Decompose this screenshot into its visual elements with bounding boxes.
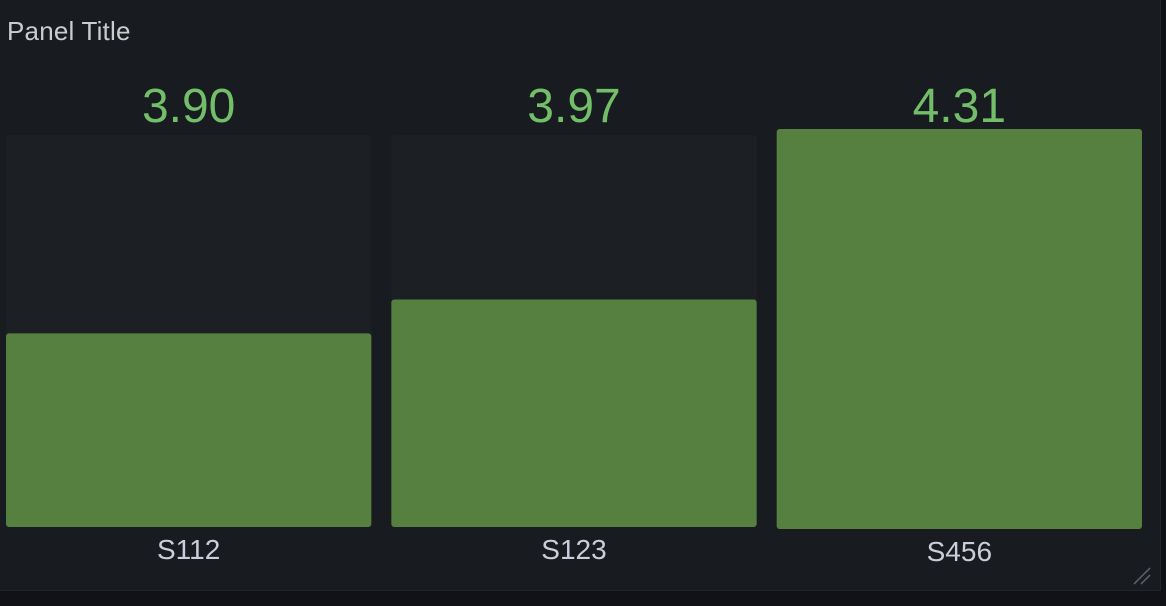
value-label-s112: 3.90 (142, 80, 235, 133)
category-label-s112: S112 (157, 534, 220, 565)
bar-s456[interactable] (776, 129, 1142, 529)
category-label-s456: S456 (927, 536, 992, 567)
bar-s123[interactable] (391, 299, 757, 527)
category-label-s123: S123 (541, 534, 606, 565)
resize-handle-icon[interactable] (1132, 566, 1152, 586)
value-label-s123: 3.97 (527, 80, 620, 133)
bar-gauge-chart: 3.90 S112 3.97 S123 4.31 S456 (6, 80, 1142, 567)
panel-title[interactable]: Panel Title (7, 16, 131, 46)
stat-panel: Panel Title 3.90 S112 3.97 S123 4.31 S456 (6, 16, 1152, 586)
value-label-s456: 4.31 (913, 80, 1006, 133)
bar-s112[interactable] (6, 333, 372, 527)
